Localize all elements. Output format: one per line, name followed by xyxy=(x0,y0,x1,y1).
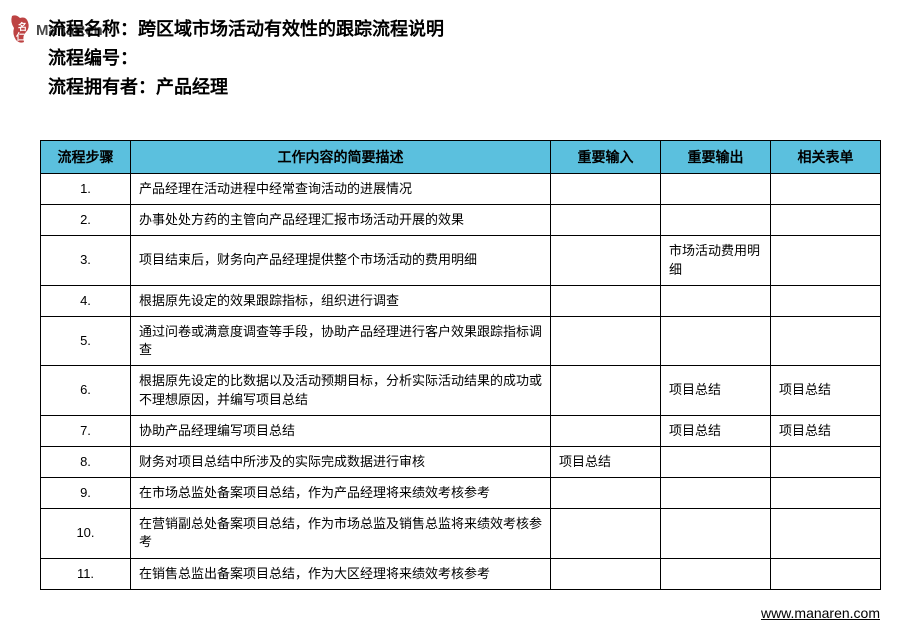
cell-step: 9. xyxy=(41,478,131,509)
cell-desc: 在营销副总处备案项目总结，作为市场总监及销售总监将来绩效考核参考 xyxy=(131,509,551,558)
cell-form xyxy=(771,236,881,285)
footer-url[interactable]: www.manaren.com xyxy=(761,605,880,621)
col-header-step: 流程步骤 xyxy=(41,141,131,174)
table-header-row: 流程步骤 工作内容的简要描述 重要输入 重要输出 相关表单 xyxy=(41,141,881,174)
cell-step: 5. xyxy=(41,316,131,365)
cell-desc: 产品经理在活动进程中经常查询活动的进展情况 xyxy=(131,174,551,205)
cell-desc: 在销售总监出备案项目总结，作为大区经理将来绩效考核参考 xyxy=(131,558,551,589)
svg-text:仁: 仁 xyxy=(16,31,25,42)
header-block: 流程名称：跨区域市场活动有效性的跟踪流程说明 流程编号： 流程拥有者：产品经理 xyxy=(48,16,444,103)
cell-form xyxy=(771,446,881,477)
table-row: 2.办事处处方药的主管向产品经理汇报市场活动开展的效果 xyxy=(41,205,881,236)
cell-input: 项目总结 xyxy=(551,446,661,477)
cell-desc: 根据原先设定的效果跟踪指标，组织进行调查 xyxy=(131,285,551,316)
cell-output: 市场活动费用明细 xyxy=(661,236,771,285)
svg-text:名: 名 xyxy=(18,21,27,32)
cell-input xyxy=(551,478,661,509)
process-name-label: 流程名称： xyxy=(48,19,138,39)
cell-step: 8. xyxy=(41,446,131,477)
cell-form: 项目总结 xyxy=(771,366,881,415)
cell-input xyxy=(551,558,661,589)
table-row: 10.在营销副总处备案项目总结，作为市场总监及销售总监将来绩效考核参考 xyxy=(41,509,881,558)
cell-step: 4. xyxy=(41,285,131,316)
cell-form xyxy=(771,174,881,205)
cell-input xyxy=(551,174,661,205)
cell-form xyxy=(771,509,881,558)
cell-step: 1. xyxy=(41,174,131,205)
cell-input xyxy=(551,285,661,316)
process-id-label: 流程编号： xyxy=(48,48,138,68)
process-owner-value: 产品经理 xyxy=(156,77,228,97)
cell-output xyxy=(661,205,771,236)
col-header-output: 重要输出 xyxy=(661,141,771,174)
cell-output xyxy=(661,316,771,365)
cell-desc: 协助产品经理编写项目总结 xyxy=(131,415,551,446)
table-row: 4.根据原先设定的效果跟踪指标，组织进行调查 xyxy=(41,285,881,316)
col-header-desc: 工作内容的简要描述 xyxy=(131,141,551,174)
table-row: 9.在市场总监处备案项目总结，作为产品经理将来绩效考核参考 xyxy=(41,478,881,509)
cell-step: 7. xyxy=(41,415,131,446)
cell-form xyxy=(771,558,881,589)
cell-input xyxy=(551,205,661,236)
table-row: 8.财务对项目总结中所涉及的实际完成数据进行审核项目总结 xyxy=(41,446,881,477)
cell-step: 6. xyxy=(41,366,131,415)
cell-input xyxy=(551,366,661,415)
process-table-wrap: 流程步骤 工作内容的简要描述 重要输入 重要输出 相关表单 1.产品经理在活动进… xyxy=(40,140,880,590)
table-row: 3.项目结束后，财务向产品经理提供整个市场活动的费用明细 市场活动费用明细 xyxy=(41,236,881,285)
cell-output: 项目总结 xyxy=(661,366,771,415)
cell-output xyxy=(661,446,771,477)
cell-desc: 根据原先设定的比数据以及活动预期目标，分析实际活动结果的成功或不理想原因，并编写… xyxy=(131,366,551,415)
process-name-line: 流程名称：跨区域市场活动有效性的跟踪流程说明 xyxy=(48,16,444,43)
process-id-line: 流程编号： xyxy=(48,45,444,72)
table-row: 7.协助产品经理编写项目总结 项目总结项目总结 xyxy=(41,415,881,446)
logo-seal-icon: 名 仁 xyxy=(8,12,40,48)
cell-step: 3. xyxy=(41,236,131,285)
process-owner-label: 流程拥有者： xyxy=(48,77,156,97)
cell-desc: 财务对项目总结中所涉及的实际完成数据进行审核 xyxy=(131,446,551,477)
cell-output: 项目总结 xyxy=(661,415,771,446)
table-row: 1.产品经理在活动进程中经常查询活动的进展情况 xyxy=(41,174,881,205)
cell-input xyxy=(551,415,661,446)
cell-desc: 办事处处方药的主管向产品经理汇报市场活动开展的效果 xyxy=(131,205,551,236)
process-name-value: 跨区域市场活动有效性的跟踪流程说明 xyxy=(138,19,444,39)
table-row: 5.通过问卷或满意度调查等手段，协助产品经理进行客户效果跟踪指标调查 xyxy=(41,316,881,365)
cell-desc: 通过问卷或满意度调查等手段，协助产品经理进行客户效果跟踪指标调查 xyxy=(131,316,551,365)
cell-output xyxy=(661,478,771,509)
cell-input xyxy=(551,509,661,558)
cell-step: 11. xyxy=(41,558,131,589)
cell-output xyxy=(661,285,771,316)
cell-form xyxy=(771,205,881,236)
cell-form xyxy=(771,316,881,365)
table-row: 11.在销售总监出备案项目总结，作为大区经理将来绩效考核参考 xyxy=(41,558,881,589)
cell-output xyxy=(661,174,771,205)
col-header-input: 重要输入 xyxy=(551,141,661,174)
cell-step: 2. xyxy=(41,205,131,236)
process-owner-line: 流程拥有者：产品经理 xyxy=(48,74,444,101)
cell-output xyxy=(661,509,771,558)
table-row: 6.根据原先设定的比数据以及活动预期目标，分析实际活动结果的成功或不理想原因，并… xyxy=(41,366,881,415)
cell-output xyxy=(661,558,771,589)
cell-form xyxy=(771,478,881,509)
cell-input xyxy=(551,316,661,365)
cell-form: 项目总结 xyxy=(771,415,881,446)
process-table: 流程步骤 工作内容的简要描述 重要输入 重要输出 相关表单 1.产品经理在活动进… xyxy=(40,140,881,590)
col-header-form: 相关表单 xyxy=(771,141,881,174)
cell-form xyxy=(771,285,881,316)
cell-desc: 项目结束后，财务向产品经理提供整个市场活动的费用明细 xyxy=(131,236,551,285)
cell-input xyxy=(551,236,661,285)
cell-step: 10. xyxy=(41,509,131,558)
cell-desc: 在市场总监处备案项目总结，作为产品经理将来绩效考核参考 xyxy=(131,478,551,509)
